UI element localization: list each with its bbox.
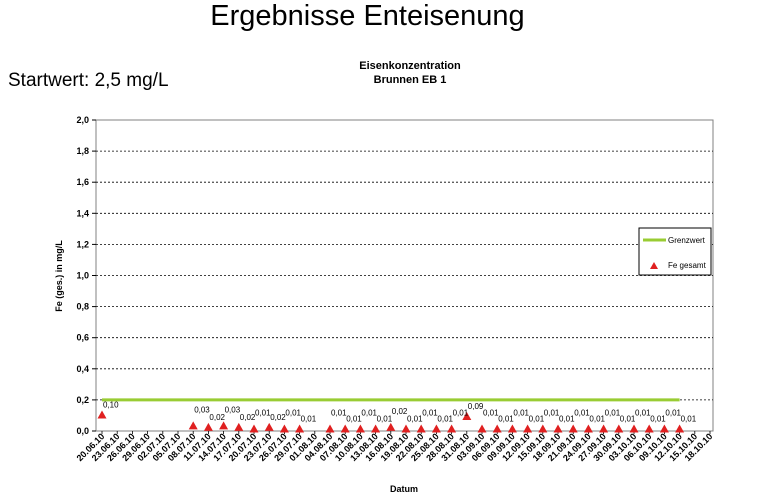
- data-label: 0,01: [620, 414, 636, 423]
- fe-gesamt-point: [371, 424, 381, 433]
- fe-gesamt-point: [538, 424, 548, 433]
- fe-gesamt-point: [416, 424, 426, 433]
- data-label: 0,01: [301, 414, 317, 423]
- fe-gesamt-point: [234, 422, 244, 431]
- fe-gesamt-point: [568, 424, 578, 433]
- fe-gesamt-point: [203, 422, 213, 431]
- y-tick-label: 1,2: [76, 239, 89, 249]
- data-label: 0,03: [225, 405, 241, 414]
- data-label: 0,03: [194, 405, 210, 414]
- data-label: 0,01: [574, 408, 590, 417]
- data-label: 0,01: [331, 408, 347, 417]
- legend-fe-gesamt-label: Fe gesamt: [668, 261, 707, 270]
- y-tick-label: 1,0: [76, 271, 89, 281]
- y-tick-label: 0,4: [76, 364, 89, 374]
- chart-title: Eisenkonzentration Brunnen EB 1: [310, 59, 510, 87]
- data-label: 0,01: [437, 414, 453, 423]
- data-label: 0,09: [468, 402, 484, 411]
- legend-fe-gesamt-marker: [650, 262, 658, 269]
- data-label: 0,01: [453, 408, 469, 417]
- data-label: 0,01: [605, 408, 621, 417]
- data-label: 0,01: [377, 414, 393, 423]
- fe-gesamt-point: [219, 421, 229, 430]
- data-label: 0,02: [392, 407, 408, 416]
- fe-gesamt-point: [644, 424, 654, 433]
- fe-gesamt-point: [188, 421, 198, 430]
- fe-gesamt-point: [462, 412, 472, 421]
- chart-title-line-2: Brunnen EB 1: [373, 74, 447, 86]
- data-label: 0,01: [544, 408, 560, 417]
- data-label: 0,01: [422, 408, 438, 417]
- legend: Grenzwert Fe gesamt: [638, 227, 712, 276]
- y-tick-labels: 0,0 0,2 0,4 0,6 0,8 1,0 1,2 1,4 1,6 1,8 2,0: [76, 115, 96, 436]
- data-label: 0,01: [665, 408, 681, 417]
- data-label: 0,10: [103, 400, 119, 409]
- x-tick-labels: 20.06.1023.06.1026.06.1029.06.1002.07.10…: [75, 431, 714, 463]
- legend-box: [638, 227, 712, 276]
- legend-grenzwert-label: Grenzwert: [668, 236, 706, 245]
- fe-gesamt-point: [401, 424, 411, 433]
- data-label: 0,01: [650, 414, 666, 423]
- data-label: 0,02: [270, 413, 286, 422]
- y-tick-label: 1,8: [76, 146, 89, 156]
- data-label: 0,01: [361, 408, 377, 417]
- fe-gesamt-point: [629, 424, 639, 433]
- fe-gesamt-point: [614, 424, 624, 433]
- start-value-text: Startwert: 2,5 mg/L: [8, 70, 169, 91]
- data-label: 0,01: [255, 408, 271, 417]
- fe-gesamt-point: [325, 424, 335, 433]
- y-tick-label: 2,0: [76, 115, 89, 125]
- fe-gesamt-point: [97, 410, 107, 419]
- data-label: 0,01: [498, 414, 514, 423]
- fe-gesamt-point: [553, 424, 563, 433]
- x-axis-label: Datum: [390, 484, 418, 494]
- data-label: 0,01: [407, 414, 423, 423]
- fe-gesamt-point: [599, 424, 609, 433]
- fe-gesamt-point: [340, 424, 350, 433]
- fe-gesamt-point: [431, 424, 441, 433]
- y-tick-label: 0,8: [76, 302, 89, 312]
- data-label: 0,01: [529, 414, 545, 423]
- page-title: Ergebnisse Enteisenung: [210, 0, 525, 32]
- fe-gesamt-point: [264, 422, 274, 431]
- data-label: 0,01: [589, 414, 605, 423]
- data-label: 0,02: [209, 413, 225, 422]
- fe-gesamt-point: [477, 424, 487, 433]
- y-tick-label: 1,6: [76, 177, 89, 187]
- fe-gesamt-point: [659, 424, 669, 433]
- data-label: 0,01: [559, 414, 575, 423]
- data-label: 0,01: [635, 408, 651, 417]
- data-label: 0,01: [483, 408, 499, 417]
- y-tick-label: 0,0: [76, 426, 89, 436]
- data-label: 0,01: [285, 408, 301, 417]
- fe-gesamt-point: [583, 424, 593, 433]
- chart-title-line-1: Eisenkonzentration: [359, 60, 461, 72]
- y-tick-label: 0,2: [76, 395, 89, 405]
- fe-gesamt-point: [492, 424, 502, 433]
- fe-gesamt-point: [279, 424, 289, 433]
- fe-gesamt-point: [675, 424, 685, 433]
- y-axis-label: Fe (ges.) in mg/L: [54, 240, 64, 312]
- y-tick-label: 1,4: [76, 208, 89, 218]
- fe-gesamt-point: [507, 424, 517, 433]
- fe-gesamt-point: [249, 424, 259, 433]
- y-tick-label: 0,6: [76, 333, 89, 343]
- fe-gesamt-point: [523, 424, 533, 433]
- data-label: 0,01: [681, 414, 697, 423]
- data-labels: 0,100,030,020,030,02 0,01 0,02 0,010,010,01…: [103, 400, 697, 423]
- data-label: 0,02: [240, 413, 256, 422]
- fe-gesamt-point: [447, 424, 457, 433]
- data-label: 0,01: [346, 414, 362, 423]
- fe-gesamt-points: [97, 410, 685, 433]
- fe-gesamt-point: [355, 424, 365, 433]
- data-label: 0,01: [513, 408, 529, 417]
- fe-gesamt-point: [295, 424, 305, 433]
- fe-gesamt-point: [386, 422, 396, 431]
